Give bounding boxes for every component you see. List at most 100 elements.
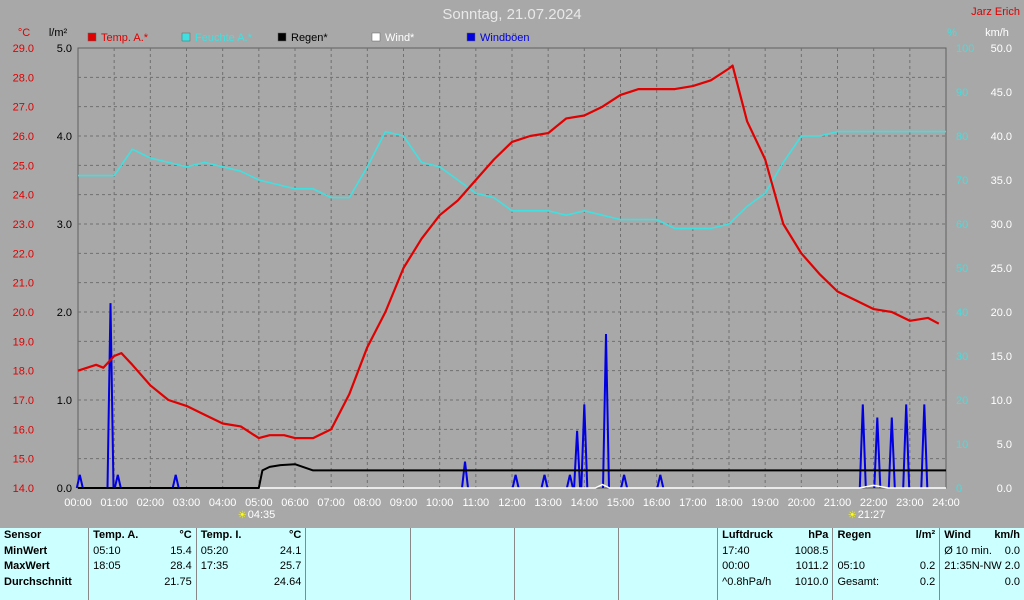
stats-temp-i-col: Temp. I. °C 05:20 24.1 17:35 25.7 24.64 <box>196 528 307 600</box>
legend-swatch <box>371 32 381 42</box>
x-tick-label: 10:00 <box>426 497 454 509</box>
x-tick-label: 08:00 <box>354 497 382 509</box>
x-tick-label: 15:00 <box>607 497 635 509</box>
humidity-tick-label: 20 <box>956 395 968 407</box>
humidity-tick-label: 0 <box>956 483 962 495</box>
wind-unit: km/h <box>994 529 1020 541</box>
x-tick-label: 04:00 <box>209 497 237 509</box>
regen-max-time: 05:10 <box>837 560 865 572</box>
luftdruck-min-time: 17:40 <box>722 544 750 557</box>
temp-tick-label: 18.0 <box>13 366 34 378</box>
humidity-tick-label: 80 <box>956 131 968 143</box>
humidity-tick-label: 50 <box>956 263 968 275</box>
gust-peak <box>602 333 610 489</box>
rain-unit-label: l/m² <box>49 27 68 39</box>
rain-tick-label: 0.0 <box>57 483 72 495</box>
legend-swatch <box>277 32 287 42</box>
gust-peak <box>656 474 665 489</box>
temp-tick-label: 21.0 <box>13 278 34 290</box>
x-tick-label: 20:00 <box>788 497 816 509</box>
stats-regen-col: Regen l/m² 05:10 0.2 Gesamt: 0.2 <box>832 528 941 600</box>
x-tick-label: 24:00 <box>932 497 960 509</box>
wind-max-time: 21:35 <box>944 560 972 572</box>
sunset-icon: ☀ <box>848 510 857 521</box>
wind-tick-label: 35.0 <box>991 175 1012 187</box>
rain-tick-label: 4.0 <box>57 131 72 143</box>
wind-tick-label: 0.0 <box>997 483 1012 495</box>
humidity-tick-label: 30 <box>956 351 968 363</box>
legend-label: Feuchte A.* <box>195 32 253 44</box>
temp-tick-label: 24.0 <box>13 190 34 202</box>
regen-total-label: Gesamt: <box>837 575 880 588</box>
temp-unit-label: °C <box>18 27 30 39</box>
temp-i-min-value: 24.1 <box>279 544 302 557</box>
temp-a-avg-value: 21.75 <box>164 575 192 588</box>
temp-tick-label: 15.0 <box>13 454 34 466</box>
temp-tick-label: 22.0 <box>13 248 34 260</box>
temp-tick-label: 29.0 <box>13 43 34 55</box>
x-tick-label: 03:00 <box>173 497 201 509</box>
wind-tick-label: 20.0 <box>991 307 1012 319</box>
temp-i-unit: °C <box>289 529 302 541</box>
sensor-header: Sensor <box>4 529 42 541</box>
wind-tick-label: 15.0 <box>991 351 1012 363</box>
humidity-line <box>78 130 946 230</box>
row-label-max: MaxWert <box>4 560 50 572</box>
x-tick-label: 07:00 <box>317 497 345 509</box>
stats-empty-col-2 <box>410 528 515 600</box>
sunrise-label: 04:35 <box>248 509 276 521</box>
temp-a-header: Temp. A. <box>93 529 139 541</box>
temp-tick-label: 19.0 <box>13 336 34 348</box>
gust-peak <box>620 474 629 489</box>
humidity-tick-label: 70 <box>956 175 968 187</box>
temp-tick-label: 23.0 <box>13 219 34 231</box>
humidity-tick-label: 60 <box>956 219 968 231</box>
rain-tick-label: 5.0 <box>57 43 72 55</box>
wind-avg10-value: 0.0 <box>1004 544 1020 557</box>
x-tick-label: 11:00 <box>462 497 489 509</box>
temp-tick-label: 14.0 <box>13 483 34 495</box>
x-tick-label: 05:00 <box>245 497 273 509</box>
gust-peak <box>920 404 929 489</box>
legend-swatch <box>87 32 97 42</box>
gust-peak <box>113 474 122 489</box>
x-tick-label: 13:00 <box>534 497 562 509</box>
stats-temp-a-col: Temp. A. °C 05:10 15.4 18:05 28.4 21.75 <box>88 528 197 600</box>
gust-peak <box>902 404 911 489</box>
row-label-min: MinWert <box>4 544 48 557</box>
luftdruck-max-time: 00:00 <box>722 560 750 572</box>
stats-empty-col-3 <box>514 528 620 600</box>
gust-peak <box>580 404 589 489</box>
temp-tick-label: 20.0 <box>13 307 34 319</box>
temp-a-min-time: 05:10 <box>93 544 121 557</box>
x-tick-label: 19:00 <box>751 497 779 509</box>
humidity-tick-label: 40 <box>956 307 968 319</box>
temp-i-max-value: 25.7 <box>279 560 302 572</box>
gust-peak <box>887 417 896 489</box>
temp-i-min-time: 05:20 <box>200 544 229 557</box>
temperature-line <box>77 64 940 440</box>
temp-tick-label: 25.0 <box>13 160 34 172</box>
wind-tick-label: 40.0 <box>991 131 1012 143</box>
x-tick-label: 00:00 <box>64 497 92 509</box>
sunset-label: 21:27 <box>858 509 886 521</box>
legend-label: Wind* <box>385 32 415 44</box>
stats-luftdruck-col: Luftdruck hPa 17:40 1008.5 00:00 1011.2 ^0.… <box>717 528 834 600</box>
stats-sensor-col: Sensor MinWert MaxWert Durchschnitt <box>0 528 90 600</box>
humidity-tick-label: 100 <box>956 43 974 55</box>
gust-peak <box>75 474 84 489</box>
wind-avg-value: 0.0 <box>1004 575 1020 588</box>
temp-a-unit: °C <box>179 529 192 541</box>
x-tick-label: 22:00 <box>860 497 888 509</box>
temp-tick-label: 27.0 <box>13 102 34 114</box>
sunrise-icon: ☀ <box>238 510 247 521</box>
x-tick-label: 12:00 <box>498 497 526 509</box>
gust-peak <box>461 461 469 489</box>
legend-label: Regen* <box>291 32 328 44</box>
x-tick-label: 02:00 <box>137 497 165 509</box>
luftdruck-min-value: 1008.5 <box>794 544 829 557</box>
x-tick-label: 01:00 <box>100 497 128 509</box>
weather-chart: 00:00 01:00 02:00 03:00 04:00 05:00 06:00 07:00… <box>13 6 1020 521</box>
gust-peak <box>858 404 867 489</box>
stats-wind-col: Wind km/h Ø 10 min. 0.0 21:35 N-NW 2.0 0.0 <box>940 528 1024 600</box>
